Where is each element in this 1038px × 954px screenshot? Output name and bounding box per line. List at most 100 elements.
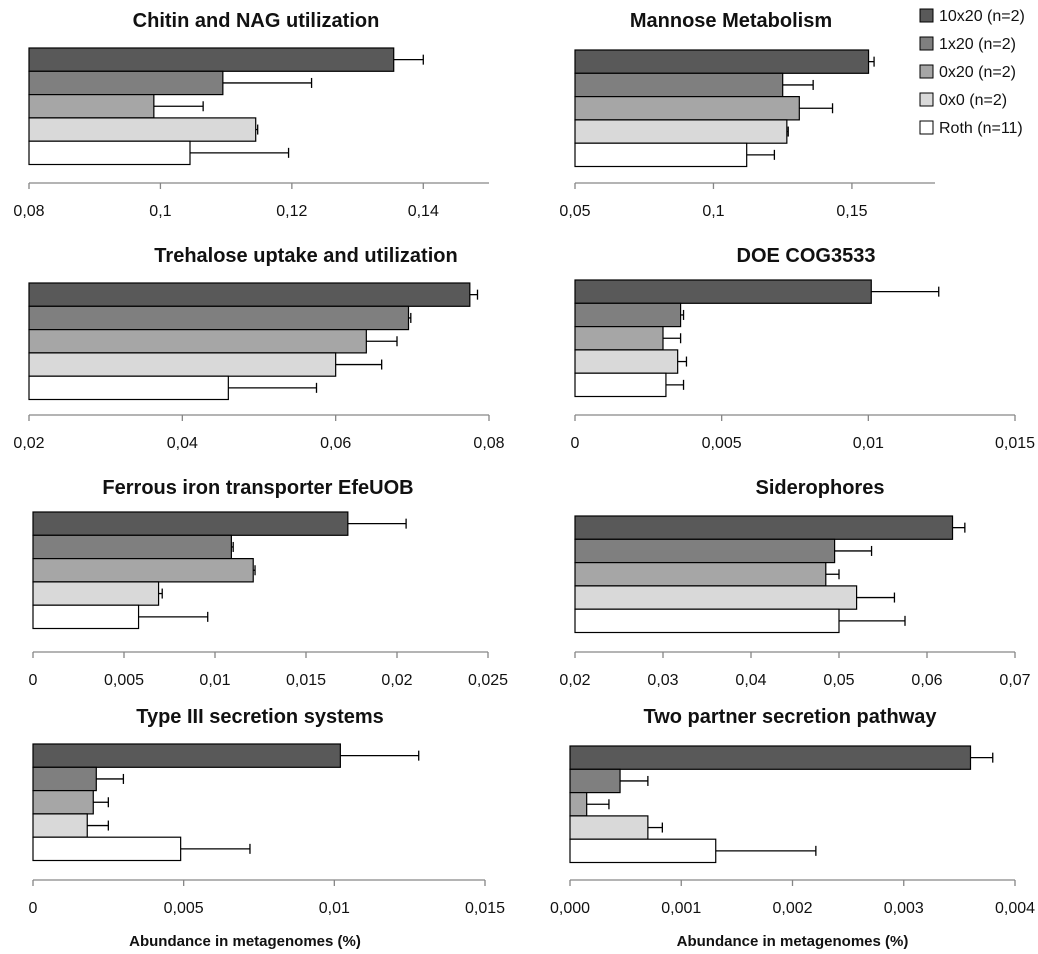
legend-swatch: [919, 8, 934, 23]
error-bar: [366, 336, 398, 347]
bar: [569, 815, 649, 840]
tick-label: 0,06: [320, 435, 351, 452]
error-bar: [469, 289, 479, 300]
tick-label: 0,01: [319, 900, 350, 917]
legend-label: 10x20 (n=2): [939, 8, 1025, 25]
tick-label: 0,02: [381, 672, 412, 689]
bar: [28, 70, 224, 96]
legend-swatch: [919, 92, 934, 107]
bar: [569, 768, 621, 794]
tick-label: 0,04: [167, 435, 198, 452]
bar: [32, 581, 160, 606]
error-bar: [856, 592, 896, 603]
error-bar: [665, 379, 685, 390]
tick-label: 0,05: [823, 672, 854, 689]
chart-title: DOE COG3533: [737, 245, 876, 267]
legend-swatch: [919, 64, 934, 79]
tick-label: 0,02: [559, 672, 590, 689]
bar: [32, 813, 88, 838]
tick-label: 0,07: [999, 672, 1030, 689]
error-bar: [952, 522, 966, 533]
error-bar: [393, 54, 424, 65]
tick-label: 0,025: [468, 672, 508, 689]
tick-label: 0: [571, 435, 580, 452]
bar: [574, 49, 870, 74]
bar: [569, 791, 588, 817]
chart-title: Type III secretion systems: [136, 706, 384, 728]
chart-title: Ferrous iron transporter EfeUOB: [102, 477, 413, 499]
bar: [574, 302, 682, 328]
tick-label: 0,005: [702, 435, 742, 452]
error-bar: [868, 56, 875, 67]
error-bar: [255, 124, 259, 135]
tick-label: 0,015: [465, 900, 505, 917]
tick-label: 0,14: [408, 203, 439, 220]
error-bar: [153, 101, 204, 112]
error-bar: [715, 845, 817, 856]
tick-label: 0,08: [473, 435, 504, 452]
chart-title: Mannose Metabolism: [630, 10, 832, 32]
legend-item: 0x20 (n=2): [919, 64, 1016, 81]
chart-panel: Siderophores 0,02 0,03 0,04 0,05 0,06 0,07: [559, 477, 1030, 689]
legend-label: 0x0 (n=2): [939, 92, 1007, 109]
error-bar: [408, 312, 412, 323]
tick-label: 0,01: [853, 435, 884, 452]
bar: [32, 557, 254, 583]
legend-label: 0x20 (n=2): [939, 64, 1016, 81]
bar: [574, 72, 784, 98]
bar: [574, 95, 800, 121]
x-axis-label: Abundance in metagenomes (%): [129, 933, 361, 950]
error-bar: [620, 775, 649, 786]
tick-label: 0,08: [13, 203, 44, 220]
tick-label: 0,03: [647, 672, 678, 689]
error-bar: [138, 611, 209, 622]
error-bar: [87, 820, 109, 831]
chart-title: Siderophores: [756, 477, 885, 499]
tick-label: 0,015: [995, 435, 1035, 452]
error-bar: [586, 799, 610, 810]
error-bar: [799, 103, 834, 114]
bar: [32, 604, 140, 630]
tick-label: 0,02: [13, 435, 44, 452]
bar: [574, 585, 858, 610]
bar: [28, 305, 410, 331]
legend: 10x20 (n=2) 1x20 (n=2) 0x20 (n=2) 0x0 (n…: [919, 8, 1025, 137]
tick-label: 0,05: [559, 203, 590, 220]
bar: [28, 93, 155, 119]
bar: [32, 836, 182, 862]
legend-item: 1x20 (n=2): [919, 36, 1016, 53]
error-bar: [663, 333, 682, 344]
bar: [574, 608, 840, 634]
error-bar: [96, 773, 125, 784]
error-bar: [825, 569, 840, 580]
error-bar: [677, 356, 688, 367]
tick-label: 0,1: [702, 203, 724, 220]
tick-label: 0,005: [164, 900, 204, 917]
error-bar: [680, 309, 685, 320]
tick-label: 0,004: [995, 900, 1035, 917]
bar: [28, 329, 367, 354]
tick-label: 0,06: [911, 672, 942, 689]
error-bar: [970, 752, 994, 763]
bar: [28, 282, 471, 307]
error-bar: [228, 382, 318, 393]
bar: [569, 745, 972, 770]
chart-panel: Two partner secretion pathway 0,000 0,001 0…: [550, 706, 1035, 950]
bar: [574, 326, 664, 351]
error-bar: [871, 286, 940, 297]
error-bar: [834, 545, 873, 556]
error-bar: [340, 750, 420, 761]
tick-label: 0,01: [199, 672, 230, 689]
legend-item: 10x20 (n=2): [919, 8, 1025, 25]
error-bar: [253, 565, 256, 576]
tick-label: 0,002: [772, 900, 812, 917]
tick-label: 0,003: [884, 900, 924, 917]
legend-label: 1x20 (n=2): [939, 36, 1016, 53]
bar: [32, 789, 94, 815]
chart-panel: Mannose Metabolism 0,05 0,1 0,15: [559, 10, 935, 220]
tick-label: 0,015: [286, 672, 326, 689]
error-bar: [335, 359, 383, 370]
bar: [32, 743, 341, 768]
bar: [28, 117, 257, 142]
